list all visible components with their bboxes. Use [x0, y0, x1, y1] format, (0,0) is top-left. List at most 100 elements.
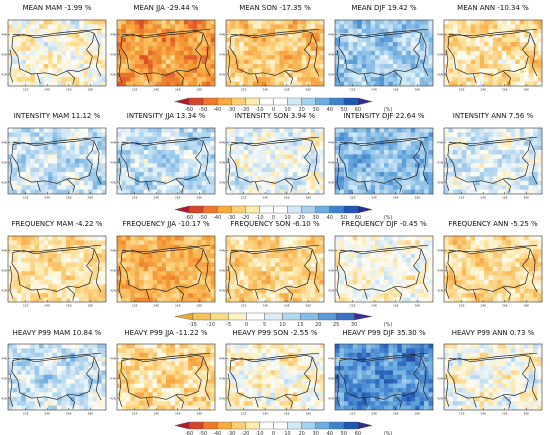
lat-tick-label: 44N	[110, 33, 116, 37]
colorbar-tick-label: 0	[272, 215, 275, 221]
map-panel-mean-son: MEAN SON -17.35 % 44N 43N 42N 22E 24E 26E 28E	[219, 4, 325, 92]
colorbar-swatch	[174, 312, 194, 321]
colorbar-swatch	[301, 97, 316, 106]
colorbar-swatch	[174, 421, 190, 430]
lon-tick-label: 26E	[66, 412, 72, 416]
map-frame	[7, 343, 107, 411]
lon-tick-label: 24E	[262, 304, 268, 308]
lon-tick-label: 22E	[132, 88, 138, 92]
colorbar-heavy: -60 -50 -40 -30 -20 -10 0 10 20 30 40 50 60 (%)	[174, 421, 393, 435]
lon-tick-label: 28E	[523, 412, 529, 416]
colorbar-tick-label: -15	[189, 322, 197, 328]
lat-tick-label: 43N	[328, 269, 334, 273]
lat-tick-label: 42N	[437, 288, 443, 292]
colorbar-tick-label: -20	[241, 431, 249, 435]
country-borders	[227, 352, 320, 409]
country-borders	[445, 28, 538, 85]
colorbar-tick-label: -30	[227, 215, 235, 221]
panel-title: MEAN ANN -10.34 %	[457, 4, 529, 12]
colorbar-tick-label: -5	[226, 322, 231, 328]
panel-title: HEAVY P99 MAM 10.84 %	[13, 329, 102, 337]
lat-tick-label: 43N	[328, 53, 334, 57]
colorbar-tick-label: -10	[207, 322, 215, 328]
country-borders	[118, 136, 211, 193]
lat-tick-label: 43N	[219, 269, 225, 273]
colorbar-tick-label: -60	[185, 431, 193, 435]
lon-tick-label: 26E	[393, 196, 399, 200]
country-borders	[445, 244, 538, 301]
lat-tick-label: 43N	[437, 53, 443, 57]
colorbar-tick-label: 0	[272, 107, 275, 113]
colorbar-tick-label: 20	[298, 215, 304, 221]
map-frame	[443, 343, 543, 411]
colorbar-tick-label: 15	[297, 322, 303, 328]
lon-tick-label: 22E	[459, 304, 465, 308]
lat-tick-label: 44N	[437, 249, 443, 253]
map-frame	[116, 19, 216, 87]
colorbar-tick-label: 60	[355, 431, 361, 435]
colorbar-unit: (%)	[384, 215, 393, 221]
map-panel-mean-djf: MEAN DJF 19.42 % 44N 43N 42N 22E 24E 26E 28E	[328, 4, 434, 92]
country-borders	[336, 352, 429, 409]
lon-tick-label: 28E	[196, 304, 202, 308]
map-frame	[7, 127, 107, 195]
colorbar-swatch	[188, 97, 204, 106]
lon-tick-label: 28E	[414, 412, 420, 416]
colorbar-tick-label: -40	[213, 107, 221, 113]
colorbar-mean: -60 -50 -40 -30 -20 -10 0 10 20 30 40 50 60 (%)	[174, 97, 392, 113]
panel-title: HEAVY P99 ANN 0.73 %	[452, 329, 535, 337]
lat-tick-label: 43N	[110, 269, 116, 273]
colorbar-frequency: -15 -10 -5 0 5 10 15 20 25 30 (%)	[174, 312, 392, 328]
colorbar-swatch	[287, 421, 302, 430]
colorbar-tick-label: 10	[284, 107, 290, 113]
colorbar-tick-label: 10	[284, 431, 290, 435]
lat-tick-label: 42N	[110, 396, 116, 400]
map-frame	[7, 235, 107, 303]
colorbar-tick-label: -50	[199, 431, 207, 435]
colorbar-tick-label: -20	[241, 107, 249, 113]
colorbar-swatch	[245, 205, 260, 214]
map-panel-intensity-mam: INTENSITY MAM 11.12 % 44N 43N 42N 22E 24E 26E 2…	[1, 112, 107, 200]
map-frame	[116, 127, 216, 195]
lat-tick-label: 43N	[1, 269, 7, 273]
lon-tick-label: 24E	[153, 196, 159, 200]
colorbar-unit: (%)	[384, 431, 393, 435]
map-frame	[334, 19, 434, 87]
lat-tick-label: 42N	[110, 180, 116, 184]
lat-tick-label: 44N	[110, 249, 116, 253]
colorbar-tick-label: -30	[227, 431, 235, 435]
colorbar-swatch	[335, 312, 355, 321]
colorbar-swatch	[217, 205, 232, 214]
colorbar-tick-label: 30	[313, 107, 319, 113]
lon-tick-label: 24E	[153, 412, 159, 416]
lon-tick-label: 24E	[371, 196, 377, 200]
lon-tick-label: 24E	[44, 196, 50, 200]
colorbar-tick-label: 30	[313, 215, 319, 221]
colorbar-swatch	[318, 312, 337, 321]
lat-tick-label: 43N	[437, 161, 443, 165]
lon-tick-label: 26E	[502, 196, 508, 200]
lat-tick-label: 44N	[1, 357, 7, 361]
lon-tick-label: 22E	[241, 196, 247, 200]
colorbar-tick-label: -60	[185, 107, 193, 113]
colorbar-tick-label: 60	[355, 107, 361, 113]
lon-tick-label: 26E	[502, 88, 508, 92]
panel-title: INTENSITY ANN 7.56 %	[453, 112, 534, 120]
lon-tick-label: 26E	[66, 196, 72, 200]
panel-title: FREQUENCY MAM -4.22 %	[12, 220, 103, 228]
map-panel-frequency-jja: FREQUENCY JJA -10.17 % 44N 43N 42N 22E 24E 26E…	[110, 220, 216, 308]
colorbar-tick-label: 10	[284, 215, 290, 221]
lat-tick-label: 42N	[1, 288, 7, 292]
colorbar-swatch	[259, 205, 274, 214]
colorbar-swatch	[343, 205, 359, 214]
lon-tick-label: 28E	[414, 88, 420, 92]
field-shading	[117, 128, 215, 194]
colorbar-swatch	[315, 205, 330, 214]
lat-tick-label: 42N	[437, 72, 443, 76]
field-shading	[335, 128, 433, 194]
colorbar-swatch	[231, 97, 246, 106]
colorbar-swatch	[228, 312, 247, 321]
colorbar-swatch	[188, 421, 204, 430]
map-panel-frequency-ann: FREQUENCY ANN -5.25 % 44N 43N 42N 22E 24E 26E 2…	[437, 220, 543, 308]
country-borders	[118, 28, 211, 85]
